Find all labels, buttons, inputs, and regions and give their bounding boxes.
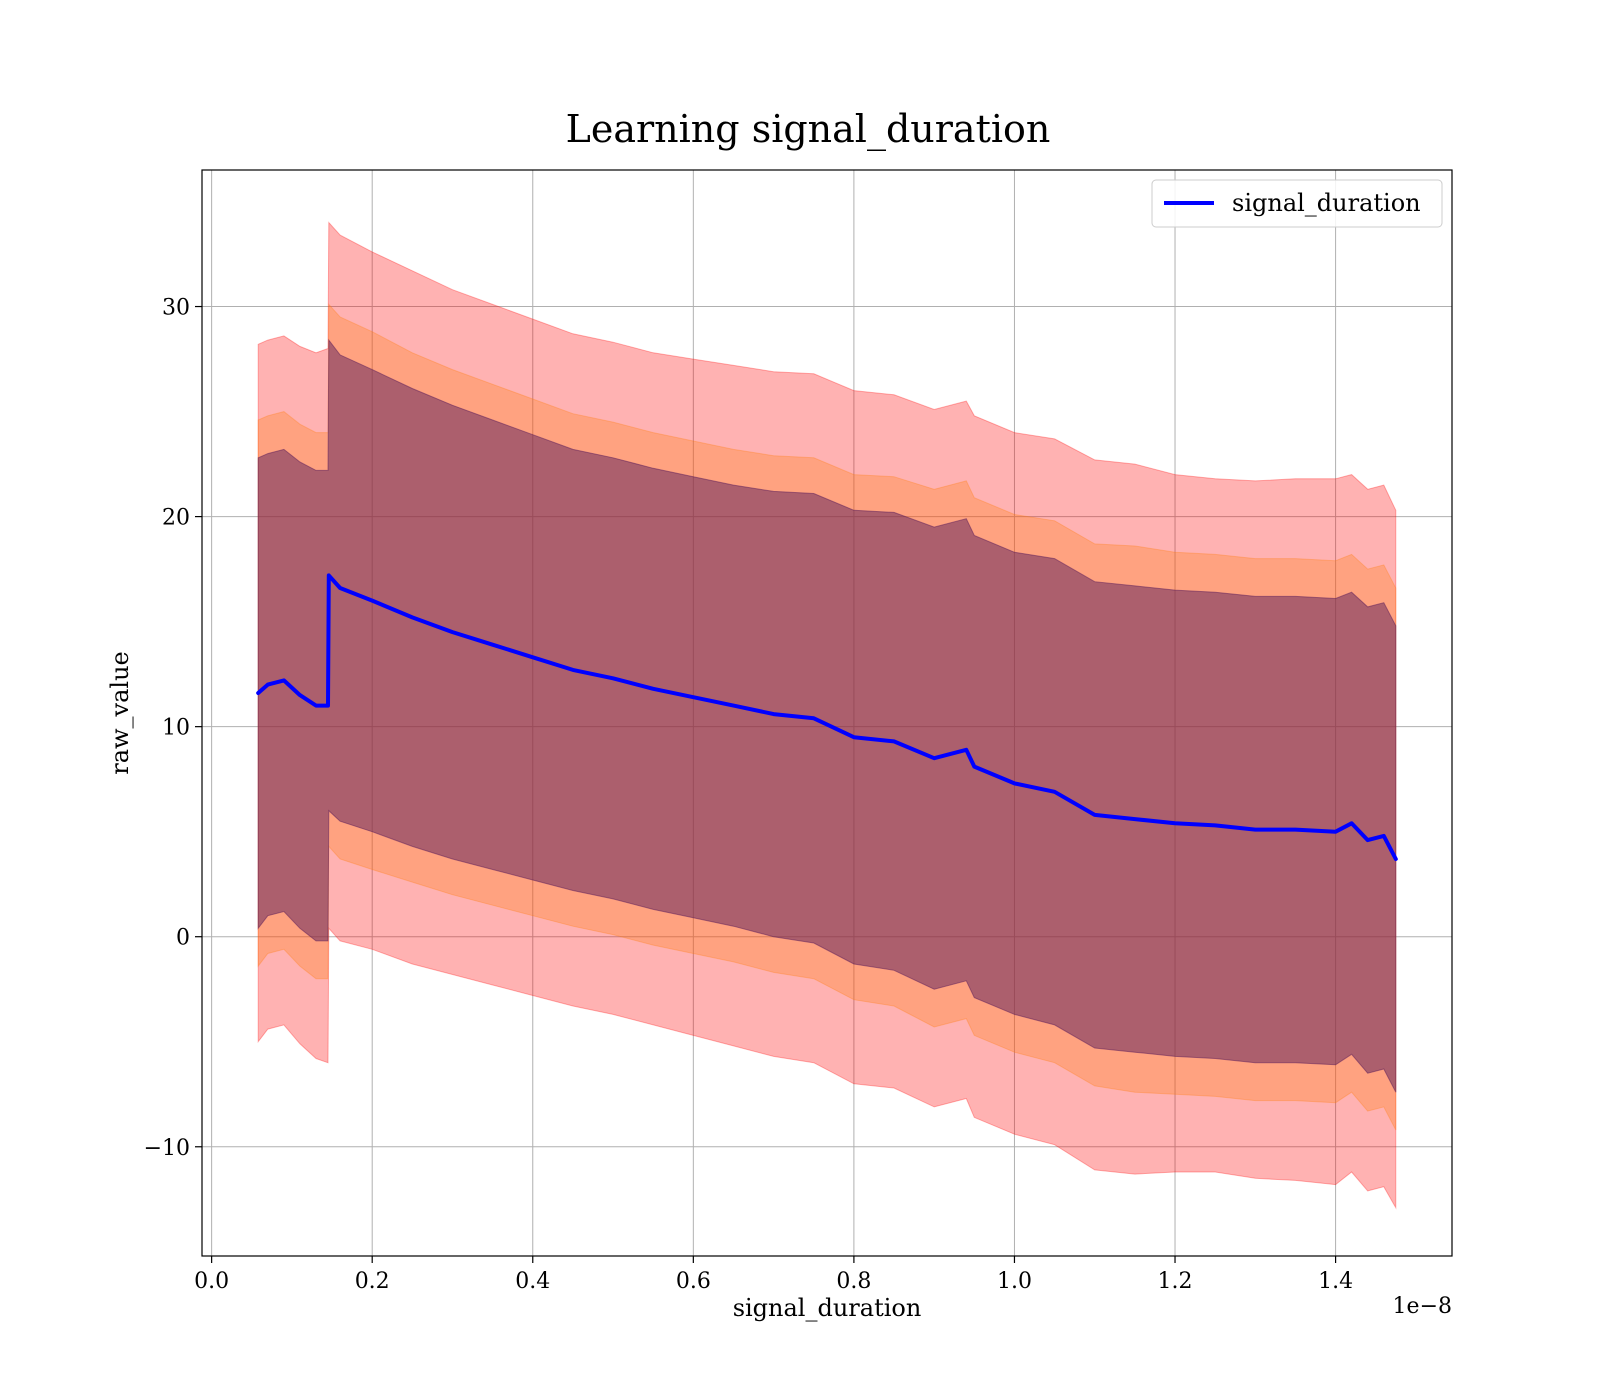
x-tick-label: 0.0 bbox=[194, 1269, 229, 1294]
y-axis: −10 0 10 20 30 bbox=[144, 296, 202, 1161]
y-tick-label: 20 bbox=[162, 506, 190, 531]
x-tick-label: 1.4 bbox=[1318, 1269, 1353, 1294]
x-axis-label: signal_duration bbox=[733, 1294, 922, 1322]
plot-frame bbox=[201, 169, 1453, 1257]
x-tick-label: 1.0 bbox=[997, 1269, 1032, 1294]
x-tick-label: 0.2 bbox=[355, 1269, 390, 1294]
x-axis: 0.0 0.2 0.4 0.6 0.8 1.0 1.2 1.4 bbox=[194, 1256, 1353, 1294]
y-tick-label: 10 bbox=[162, 716, 190, 741]
confidence-bands bbox=[257, 221, 1397, 1210]
chart-title: Learning signal_duration bbox=[566, 107, 1051, 152]
band-inner bbox=[257, 338, 1397, 1093]
y-tick-label: −10 bbox=[144, 1136, 190, 1161]
x-tick-label: 0.6 bbox=[676, 1269, 711, 1294]
legend: signal_duration bbox=[1151, 179, 1443, 228]
x-axis-offset-label: 1e−8 bbox=[1393, 1294, 1452, 1319]
series-lines bbox=[256, 573, 1398, 861]
y-axis-label: raw_value bbox=[106, 651, 134, 775]
x-tick-label: 0.8 bbox=[836, 1269, 871, 1294]
y-tick-label: 30 bbox=[162, 296, 190, 321]
series-line-signal_duration bbox=[256, 573, 1398, 861]
x-tick-label: 0.4 bbox=[515, 1269, 550, 1294]
legend-box bbox=[1151, 179, 1443, 228]
y-tick-label: 0 bbox=[176, 926, 190, 951]
legend-entry-label: signal_duration bbox=[1232, 189, 1421, 217]
x-tick-label: 1.2 bbox=[1158, 1269, 1193, 1294]
